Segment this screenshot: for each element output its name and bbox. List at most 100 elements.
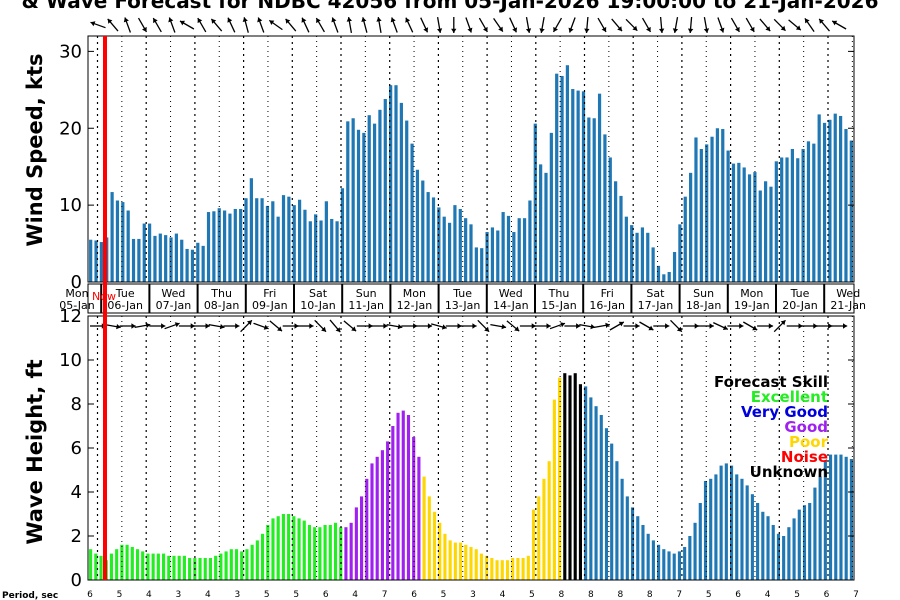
wind-bar: [228, 213, 232, 282]
wave-arrow: [460, 323, 477, 329]
wave-arrow: [329, 319, 341, 333]
wind-arrow: [641, 17, 652, 33]
day-label-date: 17-Jan: [638, 299, 674, 312]
wave-arrow: [282, 323, 299, 329]
wave-bar: [234, 549, 239, 580]
wave-bar: [261, 533, 265, 580]
wind-bar: [308, 221, 312, 282]
wind-arrow: [301, 17, 310, 33]
wave-bar: [99, 555, 103, 580]
day-labels: Mon05-JanTue06-JanWed07-JanThu08-JanFri0…: [59, 284, 866, 313]
wave-bar: [479, 553, 483, 580]
wind-plot-frame: [87, 35, 855, 283]
period-value: 6: [323, 590, 329, 600]
day-label-dow: Tue: [790, 287, 810, 300]
wave-bar: [177, 555, 181, 580]
day-label-date: 16-Jan: [589, 299, 625, 312]
wave-arrow: [253, 322, 269, 330]
wind-arrow: [315, 17, 325, 33]
wave-bar: [604, 428, 609, 580]
wave-bar: [756, 503, 760, 580]
wave-direction-arrows: [90, 319, 848, 333]
wave-arrow: [386, 323, 403, 330]
period-value: 8: [588, 590, 594, 600]
wind-arrow: [179, 20, 195, 30]
wave-arrow: [639, 321, 654, 331]
wave-arrow: [178, 323, 195, 329]
wave-bar: [839, 454, 843, 580]
day-label-dow: Tue: [452, 287, 472, 300]
wind-arrow: [361, 17, 368, 33]
wave-bar: [526, 555, 530, 580]
wave-arrow: [477, 319, 490, 333]
day-label-dow: Sun: [693, 287, 714, 300]
wind-bar: [389, 85, 393, 282]
wind-bar: [458, 208, 462, 282]
wind-arrow: [659, 16, 665, 34]
wind-bar: [362, 132, 366, 282]
wave-bar: [432, 511, 437, 580]
wave-bar: [672, 553, 676, 580]
wave-bar: [667, 551, 671, 580]
wave-bar: [610, 443, 614, 580]
period-value: 5: [264, 590, 270, 600]
wave-bar: [735, 474, 739, 580]
now-label: Now: [92, 290, 116, 303]
wave-bar: [396, 412, 400, 580]
wave-arrow: [623, 323, 640, 329]
wind-bar: [683, 196, 687, 282]
wind-bar: [597, 93, 602, 282]
wave-arrow: [727, 323, 744, 329]
wind-bar: [110, 192, 114, 282]
wind-bar: [356, 129, 361, 282]
day-label-date: 21-Jan: [830, 299, 866, 312]
wind-bar: [217, 208, 221, 282]
wind-bar: [731, 163, 736, 282]
wave-bar: [834, 454, 838, 580]
wave-bar: [245, 549, 249, 580]
wave-arrow: [240, 319, 253, 333]
wave-bar: [584, 386, 588, 580]
wind-bar: [774, 161, 778, 282]
wave-y-tick-label: 2: [71, 526, 82, 547]
wave-bar: [219, 553, 223, 580]
wind-bar: [115, 200, 120, 282]
wind-bar: [185, 248, 189, 282]
wave-bar: [141, 551, 145, 580]
wave-bar: [120, 544, 124, 580]
wave-y-tick-label: 0: [71, 570, 82, 591]
day-label-date: 06-Jan: [107, 299, 143, 312]
wind-bar: [630, 225, 634, 282]
wave-bar: [318, 527, 322, 580]
wind-arrow: [107, 18, 119, 32]
period-value: 8: [617, 590, 623, 600]
wind-arrow: [730, 17, 740, 33]
wave-bar: [703, 481, 708, 580]
wind-arrow: [168, 17, 176, 33]
wind-bar: [667, 272, 671, 282]
wind-bar: [410, 143, 414, 283]
wave-bar: [182, 555, 186, 580]
wind-bar: [715, 128, 720, 282]
wind-arrow: [210, 18, 223, 32]
wind-bar: [806, 141, 811, 282]
wind-bar: [501, 212, 505, 282]
wind-bar: [785, 157, 789, 282]
wind-bar: [619, 195, 623, 282]
wind-bar: [431, 197, 436, 282]
wave-bar: [625, 496, 629, 580]
wind-arrow: [818, 18, 830, 32]
day-label-dow: Wed: [499, 287, 523, 300]
day-label-strip: Mon05-JanTue06-JanWed07-JanThu08-JanFri0…: [59, 283, 866, 314]
wave-bar: [464, 544, 468, 580]
wind-arrow: [376, 16, 382, 34]
day-label-date: 14-Jan: [493, 299, 529, 312]
wave-arrow: [801, 323, 818, 329]
wave-arrow: [757, 323, 774, 329]
wind-bar: [646, 232, 650, 282]
day-label-dow: Mon: [65, 287, 88, 300]
period-value: 7: [853, 590, 859, 600]
wave-bar: [750, 494, 754, 580]
wave-bar: [771, 525, 775, 580]
wind-arrow: [268, 19, 283, 31]
